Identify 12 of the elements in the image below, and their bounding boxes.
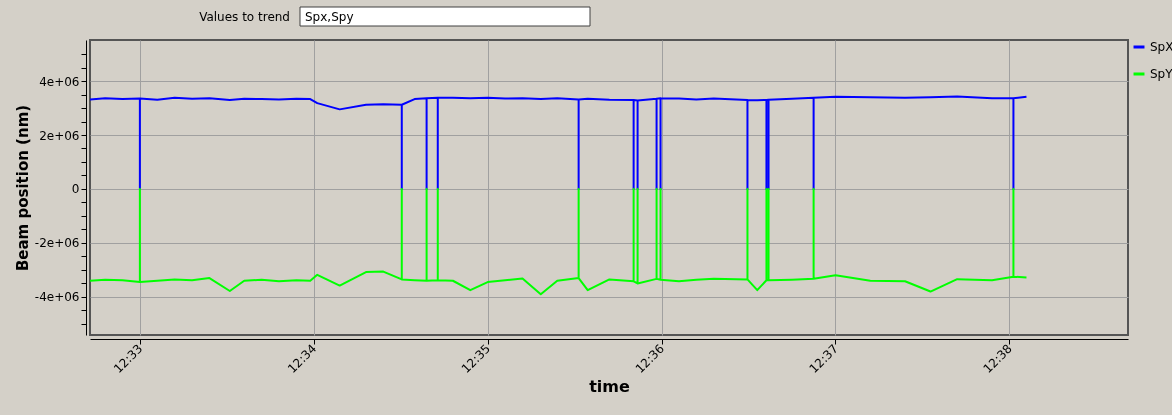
y-tick-label: 4e+06 [39,74,80,89]
line-series [90,187,1028,296]
y-tick-label: -4e+06 [34,290,80,305]
line-series [90,95,1028,190]
y-tick-label: 0 [71,182,80,197]
y-axis-title: Beam position (nm) [13,104,32,272]
text: Spx,Spy [305,10,354,24]
x-axis-title: time [589,377,630,397]
y-tick-label: 2e+06 [39,128,80,143]
text: Values to trend [199,10,290,24]
y-tick-label: -2e+06 [34,236,80,251]
legend-label: SpY [1150,67,1172,81]
